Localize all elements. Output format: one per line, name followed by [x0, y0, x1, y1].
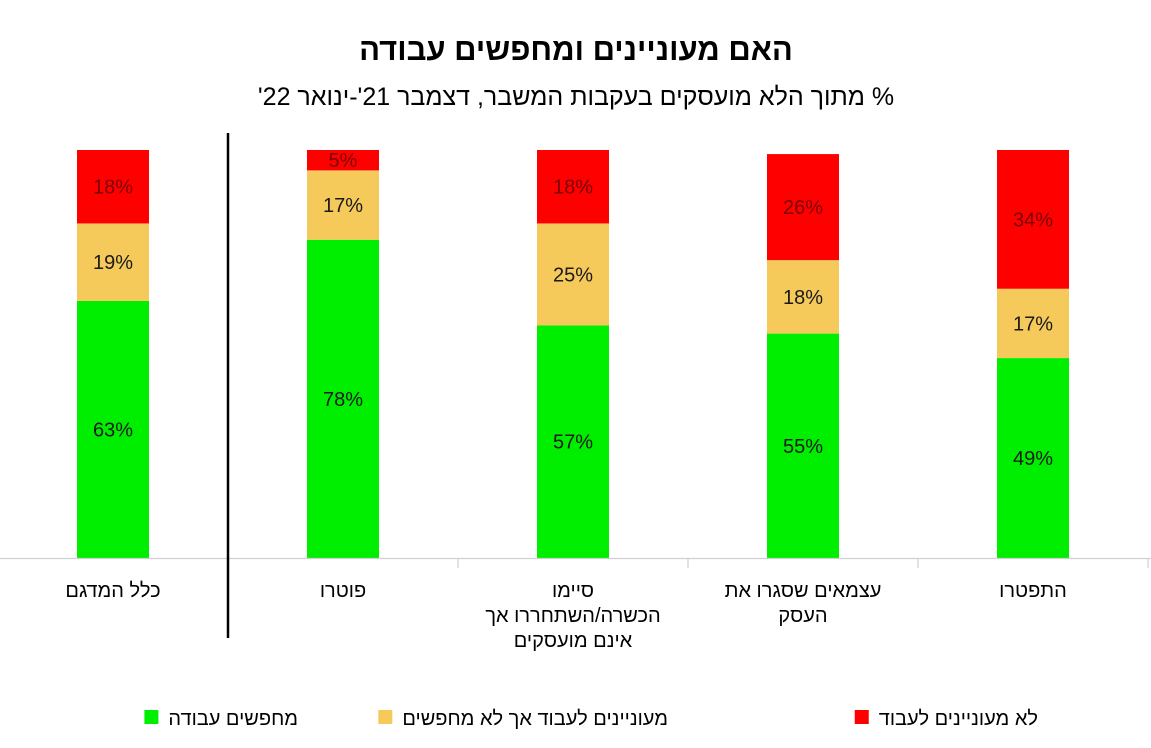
data-label: 18% — [93, 177, 133, 199]
data-label: 63% — [93, 419, 133, 441]
bar-segment — [307, 239, 379, 558]
bar-segment — [997, 288, 1069, 359]
legend-label: מעוניינים לעבוד אך לא מחפשים — [402, 708, 668, 730]
data-label: 18% — [783, 287, 823, 309]
bar-segment — [307, 170, 379, 240]
bar-segment — [77, 150, 149, 224]
category-label: אינם מועסקים — [514, 630, 633, 652]
legend-label: לא מעוניינים לעבוד — [879, 708, 1038, 730]
bar-segment — [997, 150, 1069, 289]
category-label: פוטרו — [320, 580, 366, 602]
data-label: 19% — [93, 252, 133, 274]
category-label: כלל המדגם — [65, 580, 160, 602]
legend-swatch — [854, 710, 869, 724]
data-label: 17% — [323, 195, 363, 217]
category-label: עצמאים שסגרו את — [725, 580, 882, 602]
data-label: 25% — [553, 264, 593, 286]
legend-swatch — [378, 710, 393, 724]
bar-segment — [307, 150, 379, 171]
data-label: 26% — [783, 197, 823, 219]
data-label: 17% — [1013, 313, 1053, 335]
category-label: הכשרה/השתחררו אך — [485, 605, 660, 627]
legend: לא מעוניינים לעבוד מעוניינים לעבוד אך לא … — [144, 708, 1038, 730]
chart-subtitle: % מתוך הלא מועסקים בעקבות המשבר, דצמבר 2… — [258, 83, 894, 111]
bars-layer: 63% 19% 18% 78% 17% 5% 57% 25% 18% 55% 18% 26% 49% 17… — [77, 150, 1069, 558]
category-label: התפטרו — [999, 580, 1067, 602]
bar-segment — [767, 154, 839, 261]
data-label: 78% — [323, 389, 363, 411]
legend-label: מחפשים עבודה — [168, 708, 298, 730]
bar-segment — [537, 325, 609, 558]
category-label: העסק — [778, 605, 827, 627]
bar-segment — [537, 150, 609, 224]
bar-segment — [77, 300, 149, 558]
data-label: 49% — [1013, 448, 1053, 470]
bar-segment — [77, 223, 149, 301]
data-label: 34% — [1013, 209, 1053, 231]
axis-layer: כלל המדגם פוטרו סיימו הכשרה/השתחררו אך אינם … — [0, 133, 1151, 652]
chart-title: האם מעוניינים ומחפשים עבודה — [359, 32, 793, 67]
bar-segment — [767, 260, 839, 334]
bar-segment — [537, 223, 609, 326]
data-label: 5% — [329, 150, 358, 172]
category-label: סיימו — [552, 580, 594, 602]
data-label: 18% — [553, 177, 593, 199]
legend-swatch — [144, 710, 159, 724]
bar-segment — [767, 333, 839, 558]
data-label: 55% — [783, 436, 823, 458]
data-label: 57% — [553, 432, 593, 454]
bar-segment — [997, 358, 1069, 558]
